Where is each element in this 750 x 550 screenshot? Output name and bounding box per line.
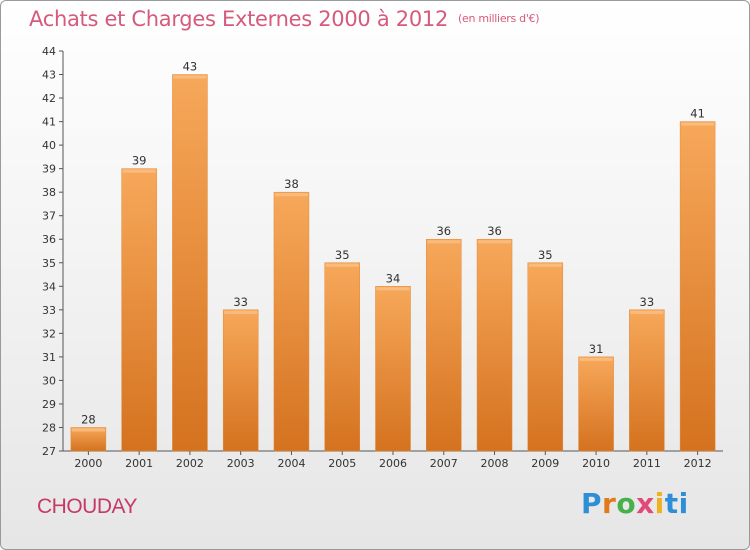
data-label: 36	[436, 224, 451, 238]
axes: 27 28 29 30 31 32 33 34 35 36 37 38 39 40 41 42 43 44	[42, 45, 723, 458]
x-tick-label: 2007	[430, 457, 458, 470]
y-tick-label: 29	[42, 398, 56, 411]
y-tick-label: 36	[42, 233, 56, 246]
bar-highlight	[122, 169, 156, 173]
y-tick-label: 40	[42, 139, 56, 152]
chart-subtitle: (en milliers d'€)	[458, 12, 540, 25]
bar-highlight	[681, 122, 715, 126]
logo-letter: i	[654, 487, 665, 520]
data-label: 38	[284, 177, 299, 191]
x-tick-label: 2004	[277, 457, 305, 470]
y-tick-label: 42	[42, 92, 56, 105]
data-label: 33	[640, 295, 655, 309]
bar-2001	[121, 168, 157, 452]
y-tick-label: 44	[42, 45, 56, 58]
chart-title-text: Achats et Charges Externes 2000 à 2012	[29, 7, 449, 31]
data-label: 36	[487, 224, 502, 238]
y-tick-label: 27	[42, 445, 56, 458]
bar-highlight	[224, 310, 258, 314]
y-tick-label: 32	[42, 327, 56, 340]
bar-2009	[527, 262, 564, 452]
commune-name: CHOUDAY	[37, 495, 137, 518]
bar-highlight	[173, 75, 207, 79]
data-label: 33	[233, 295, 248, 309]
y-tick-label: 37	[42, 210, 56, 223]
x-tick-label: 2000	[74, 457, 102, 470]
data-label: 35	[538, 248, 553, 262]
x-tick-label: 2008	[481, 457, 509, 470]
logo-letter: x	[636, 487, 655, 520]
bar-highlight	[376, 287, 410, 291]
y-tick-label: 43	[42, 69, 56, 82]
bar-highlight	[71, 428, 105, 432]
logo-letter: o	[616, 487, 637, 520]
y-tick-label: 33	[42, 304, 56, 317]
bar-2002	[172, 74, 208, 452]
data-label: 43	[183, 60, 198, 74]
bar-2003	[222, 309, 259, 452]
x-tick-label: 2009	[531, 457, 559, 470]
bar-highlight	[427, 240, 461, 244]
bar-2007	[426, 238, 462, 452]
bars	[70, 74, 716, 452]
bar-highlight	[579, 357, 613, 361]
x-tick-label: 2006	[379, 457, 407, 470]
data-label: 41	[690, 107, 705, 121]
bar-2005	[324, 262, 360, 452]
bar-2010	[578, 356, 614, 452]
bar-2008	[476, 238, 513, 452]
bar-2004	[273, 191, 310, 452]
chart-title: Achats et Charges Externes 2000 à 2012 (e…	[29, 7, 540, 31]
bar-highlight	[630, 310, 664, 314]
bar-2011	[629, 309, 665, 452]
logo-letter: ti	[664, 487, 689, 520]
x-tick-label: 2012	[684, 457, 712, 470]
data-label: 31	[589, 342, 604, 356]
y-tick-label: 28	[42, 421, 56, 434]
bar-highlight	[274, 193, 308, 197]
x-tick-label: 2001	[125, 457, 153, 470]
y-tick-label: 41	[42, 116, 56, 129]
data-label: 34	[386, 271, 401, 285]
y-tick-label: 31	[42, 351, 56, 364]
data-label: 35	[335, 248, 350, 262]
y-tick-label: 39	[42, 163, 56, 176]
x-tick-label: 2003	[227, 457, 255, 470]
y-tick-label: 34	[42, 280, 56, 293]
x-tick-label: 2002	[176, 457, 204, 470]
y-tick-label: 35	[42, 257, 56, 270]
bar-highlight	[528, 263, 562, 267]
y-tick-label: 30	[42, 374, 56, 387]
bar-2000	[70, 427, 107, 452]
bar-highlight	[478, 240, 512, 244]
x-tick-label: 2011	[633, 457, 661, 470]
bar-highlight	[325, 263, 359, 267]
logo-letter: P	[581, 487, 603, 520]
x-tick-label: 2005	[328, 457, 356, 470]
data-label: 39	[132, 154, 147, 168]
logo-letter: r	[602, 487, 617, 520]
proxiti-logo: Proxiti	[581, 487, 689, 520]
bar-2006	[375, 286, 411, 452]
bar-2012	[679, 121, 716, 452]
y-tick-label: 38	[42, 186, 56, 199]
labels: 2000 28 2001 39 2002 43 2003 33 2004 38 2005 35 2006…	[74, 60, 711, 470]
data-label: 28	[81, 412, 96, 426]
x-tick-label: 2010	[582, 457, 610, 470]
